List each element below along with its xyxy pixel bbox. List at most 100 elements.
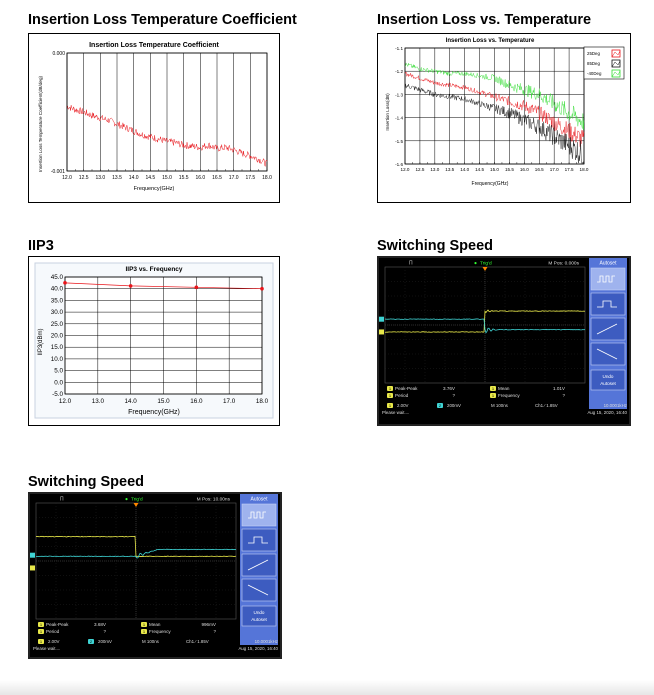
- undo-autoset-label-line2: Autoset: [600, 381, 616, 386]
- data-point: [63, 281, 67, 285]
- ch1-ground-marker: [379, 329, 384, 335]
- y-tick-label: -1.5: [395, 139, 403, 144]
- x-tick-label: 17.0: [229, 175, 239, 181]
- x-axis-label: Frequency(GHz): [128, 409, 180, 416]
- bottom-bar: [30, 645, 280, 657]
- series-line--40Deg: [404, 62, 585, 131]
- channel-badge: [88, 639, 94, 644]
- undo-autoset-label-line1: Undo: [603, 374, 614, 379]
- y-tick-label: -0.001: [51, 169, 65, 175]
- ch2-scale: 200mV: [98, 639, 112, 644]
- x-tick-label: 12.5: [415, 167, 424, 172]
- series-line-25Deg: [404, 71, 585, 147]
- y-tick-label: 15.0: [51, 344, 64, 351]
- channel-badge-number: 1: [40, 622, 43, 627]
- y-tick-label: 35.0: [51, 297, 64, 304]
- channel-badge: [387, 393, 393, 398]
- autoset-option-button[interactable]: [241, 528, 277, 552]
- chart-panel-il-vs-temp: Insertion Loss vs. Temperature Frequency…: [377, 33, 631, 203]
- data-point: [260, 286, 264, 291]
- scope-header: [30, 494, 280, 502]
- x-tick-label: 17.5: [245, 175, 255, 181]
- ch2-waveform: [384, 318, 586, 334]
- measurement-2-label: Mean: [149, 622, 161, 627]
- measurement-3-value: ?: [103, 629, 106, 634]
- channel-badge: [38, 622, 44, 627]
- y-axis-label: Insertion Loss Temperature Coefficient(d…: [38, 75, 43, 172]
- measurement-1-label: Peak-Peak: [395, 386, 418, 391]
- x-tick-label: 14.0: [460, 167, 469, 172]
- autoset-option-button[interactable]: [241, 553, 277, 577]
- trigger-setting: Ch1 ∕ 1.85V: [186, 639, 209, 644]
- x-tick-label: 16.5: [535, 167, 544, 172]
- channel-badge-number: 1: [389, 393, 392, 398]
- legend-swatch: [611, 59, 621, 68]
- oscilloscope-screen-2: Π ● Trig'd M Pos: 10.00ns Autoset Undo Autoset…: [28, 492, 282, 659]
- measurement-2-label: Mean: [498, 386, 510, 391]
- legend-swatch-line: [611, 60, 621, 68]
- legend-swatch: [611, 69, 621, 78]
- y-tick-label: -1.1: [395, 46, 403, 51]
- scope-header-symbol: Π: [409, 261, 413, 267]
- x-tick-label: 16.0: [190, 398, 203, 405]
- undo-autoset-button[interactable]: [241, 605, 277, 627]
- measurement-2-value: 1.01V: [553, 386, 566, 391]
- data-point: [128, 284, 133, 288]
- measurement-4-label: Frequency: [149, 629, 171, 634]
- x-tick-label: 12.0: [62, 175, 72, 181]
- series-line-85Deg: [404, 83, 585, 165]
- y-tick-label: -1.2: [395, 69, 403, 74]
- trigger-status-text: Trig'd: [131, 497, 143, 503]
- y-tick-label: -5.0: [52, 391, 63, 398]
- ch1-waveform: [384, 309, 586, 333]
- channel-badge-number: 2: [439, 403, 442, 408]
- measurement-1-label: Peak-Peak: [46, 622, 69, 627]
- measurement-3-value: ?: [452, 393, 455, 398]
- x-tick-label: 18.0: [256, 398, 269, 405]
- scope-display-1: Π ● Trig'd M Pos: 0.000s Autoset Undo Autoset 1…: [379, 258, 629, 424]
- x-tick-label: 13.5: [112, 175, 122, 181]
- channel-badge: [490, 393, 496, 398]
- autoset-option-button[interactable]: [590, 292, 626, 316]
- chart-title: IIP3 vs. Frequency: [125, 266, 182, 273]
- measurement-4-value: ?: [562, 393, 565, 398]
- autoset-option-button[interactable]: [590, 342, 626, 366]
- channel-badge-number: 2: [90, 639, 93, 644]
- x-tick-label: 17.0: [223, 398, 236, 405]
- trigger-frequency: 10.0001kHz: [255, 639, 278, 644]
- channel-badge: [490, 386, 496, 391]
- side-menu-title: Autoset: [251, 497, 269, 503]
- x-tick-label: 12.0: [59, 398, 72, 405]
- autoset-option-button[interactable]: [241, 503, 277, 527]
- channel-badge: [38, 629, 44, 634]
- autoset-option-button[interactable]: [590, 317, 626, 341]
- legend-swatch-line: [611, 50, 621, 58]
- scope-header-symbol: Π: [60, 497, 64, 503]
- scope-header: [379, 258, 629, 266]
- trigger-setting: Ch1 ∕ 1.85V: [535, 403, 558, 408]
- autoset-option-button[interactable]: [241, 578, 277, 602]
- side-menu-title: Autoset: [600, 261, 618, 267]
- chart-title: Insertion Loss Temperature Coefficient: [89, 42, 219, 49]
- x-axis-label: Frequency(GHz): [472, 181, 509, 187]
- trigger-position-marker: [482, 267, 488, 271]
- square-wave-icon: [248, 511, 266, 519]
- y-tick-label: 20.0: [51, 333, 64, 340]
- x-tick-label: 15.0: [162, 175, 172, 181]
- time-scale: M 100ns: [491, 403, 509, 408]
- undo-autoset-label-line1: Undo: [254, 610, 265, 615]
- channel-badge: [38, 639, 44, 644]
- y-tick-label: 10.0: [51, 356, 64, 363]
- measurement-3-label: Period: [46, 629, 60, 634]
- undo-autoset-button[interactable]: [590, 369, 626, 391]
- date-time: Aug 15, 2020, 16:40: [238, 646, 278, 651]
- y-tick-label: -1.4: [395, 116, 403, 121]
- undo-autoset-label-line2: Autoset: [251, 617, 267, 622]
- status-message: Please wait....: [382, 410, 409, 415]
- legend-label: 25Deg: [587, 51, 600, 56]
- ch2-ground-marker: [379, 316, 384, 322]
- autoset-option-button[interactable]: [590, 267, 626, 291]
- x-tick-label: 14.5: [475, 167, 484, 172]
- x-tick-label: 13.0: [95, 175, 105, 181]
- x-tick-label: 17.0: [550, 167, 559, 172]
